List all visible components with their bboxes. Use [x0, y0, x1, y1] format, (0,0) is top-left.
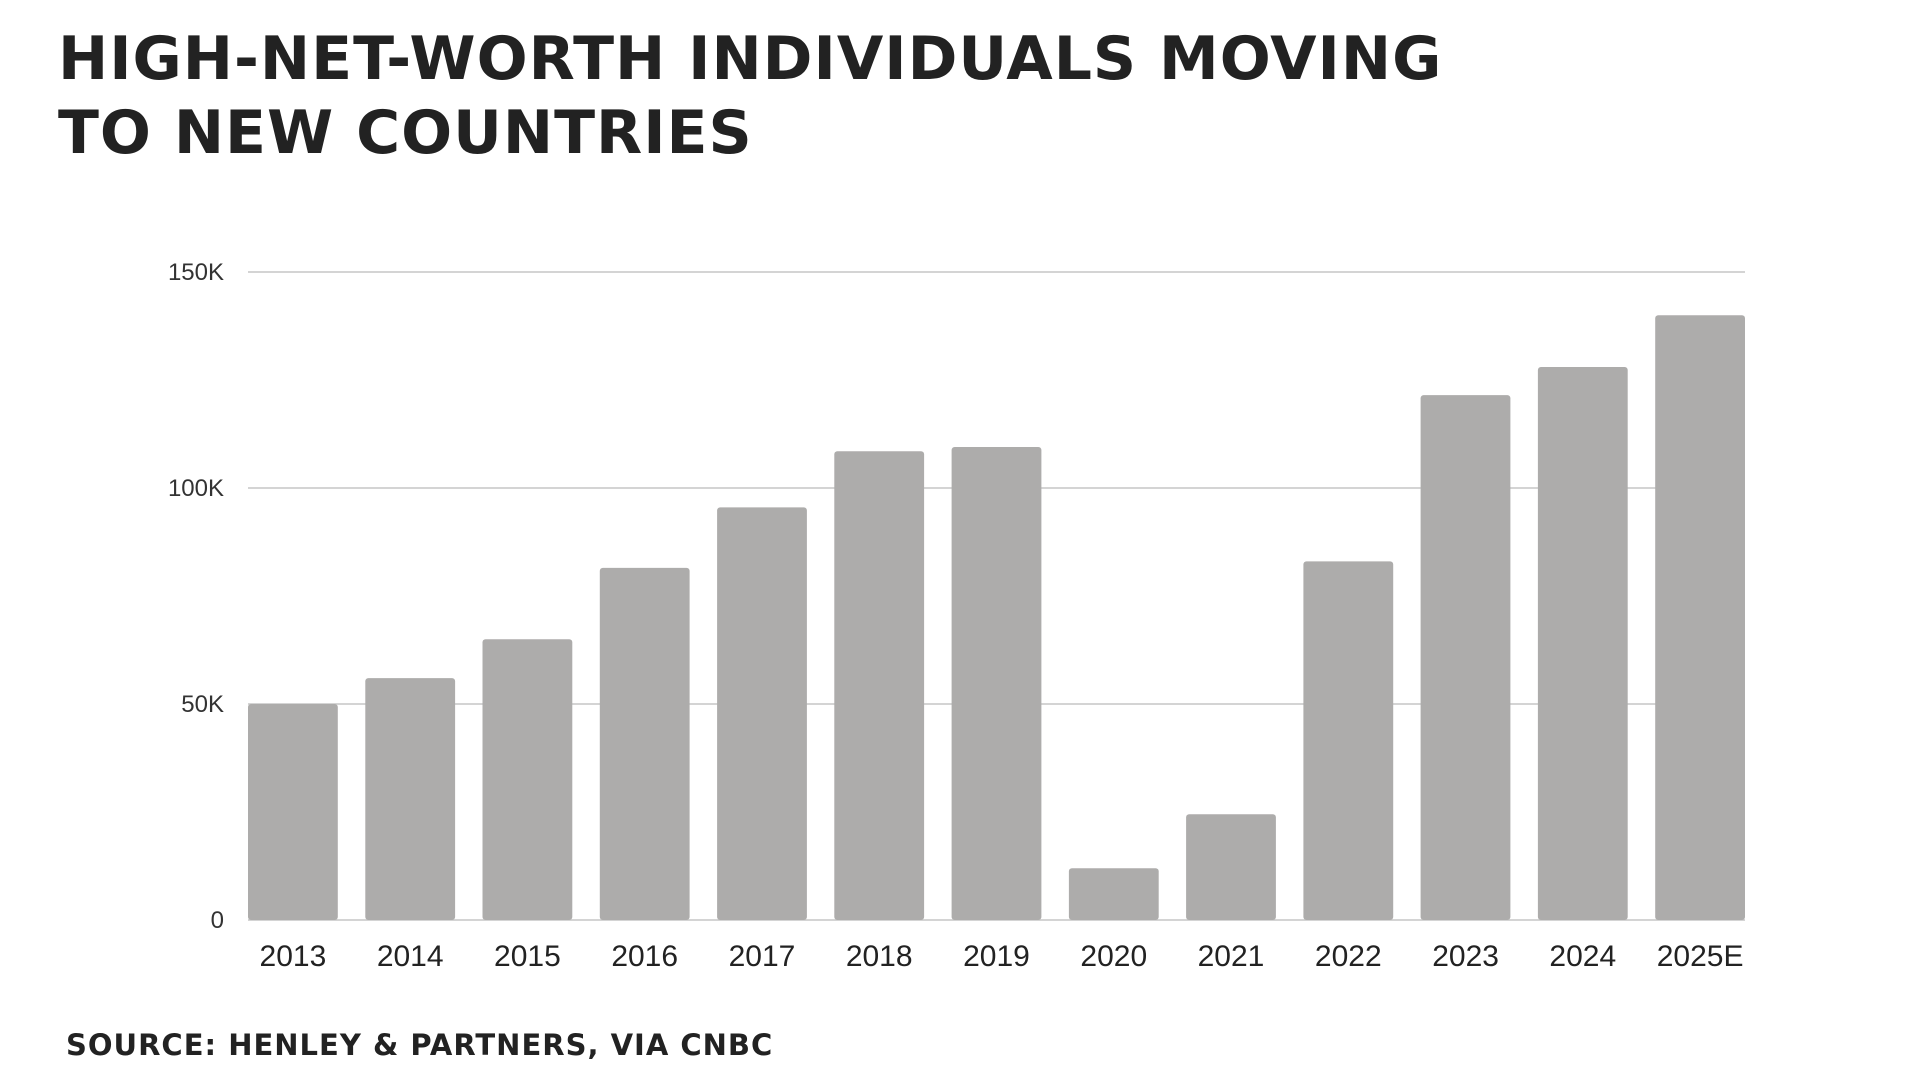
- x-tick-label: 2015: [494, 940, 561, 973]
- bar-2025E: [1655, 315, 1745, 920]
- chart-title: HIGH-NET-WORTH INDIVIDUALS MOVING TO NEW…: [58, 24, 1443, 168]
- x-tick-label: 2020: [1080, 940, 1147, 973]
- x-tick-label: 2014: [377, 940, 444, 973]
- y-tick-label: 150K: [168, 259, 224, 286]
- bars: [248, 315, 1745, 921]
- bar-2019: [951, 447, 1042, 920]
- source-note: SOURCE: HENLEY & PARTNERS, VIA CNBC: [66, 1028, 774, 1062]
- bar-2024: [1537, 367, 1628, 920]
- x-axis-ticks: 2013 2014 2015 2016 2017 2018 2019 2020 2021 2022…: [260, 940, 1744, 973]
- bar-2017: [717, 507, 807, 920]
- bar-2023: [1420, 395, 1511, 921]
- x-tick-label: 2023: [1432, 940, 1499, 973]
- x-tick-label: 2018: [846, 940, 913, 973]
- x-tick-label: 2013: [260, 940, 327, 973]
- x-tick-label: 2016: [611, 940, 678, 973]
- x-tick-label: 2021: [1198, 940, 1265, 973]
- x-tick-label: 2019: [963, 940, 1030, 973]
- y-axis-ticks: 0 50K 100K 150K: [168, 259, 224, 934]
- x-tick-label: 2017: [729, 940, 796, 973]
- bar-2016: [599, 567, 690, 920]
- x-tick-label: 2025E: [1657, 940, 1744, 973]
- y-tick-label: 0: [211, 907, 224, 934]
- bar-2014: [365, 678, 456, 920]
- bar-2020: [1068, 868, 1159, 920]
- x-tick-label: 2022: [1315, 940, 1382, 973]
- bar-2013: [248, 704, 338, 920]
- x-tick-label: 2024: [1549, 940, 1616, 973]
- bar-2015: [482, 639, 573, 920]
- y-tick-label: 50K: [181, 691, 224, 718]
- bar-2021: [1186, 814, 1276, 920]
- y-tick-label: 100K: [168, 475, 224, 502]
- bar-2018: [834, 451, 925, 920]
- bar-2022: [1303, 561, 1394, 920]
